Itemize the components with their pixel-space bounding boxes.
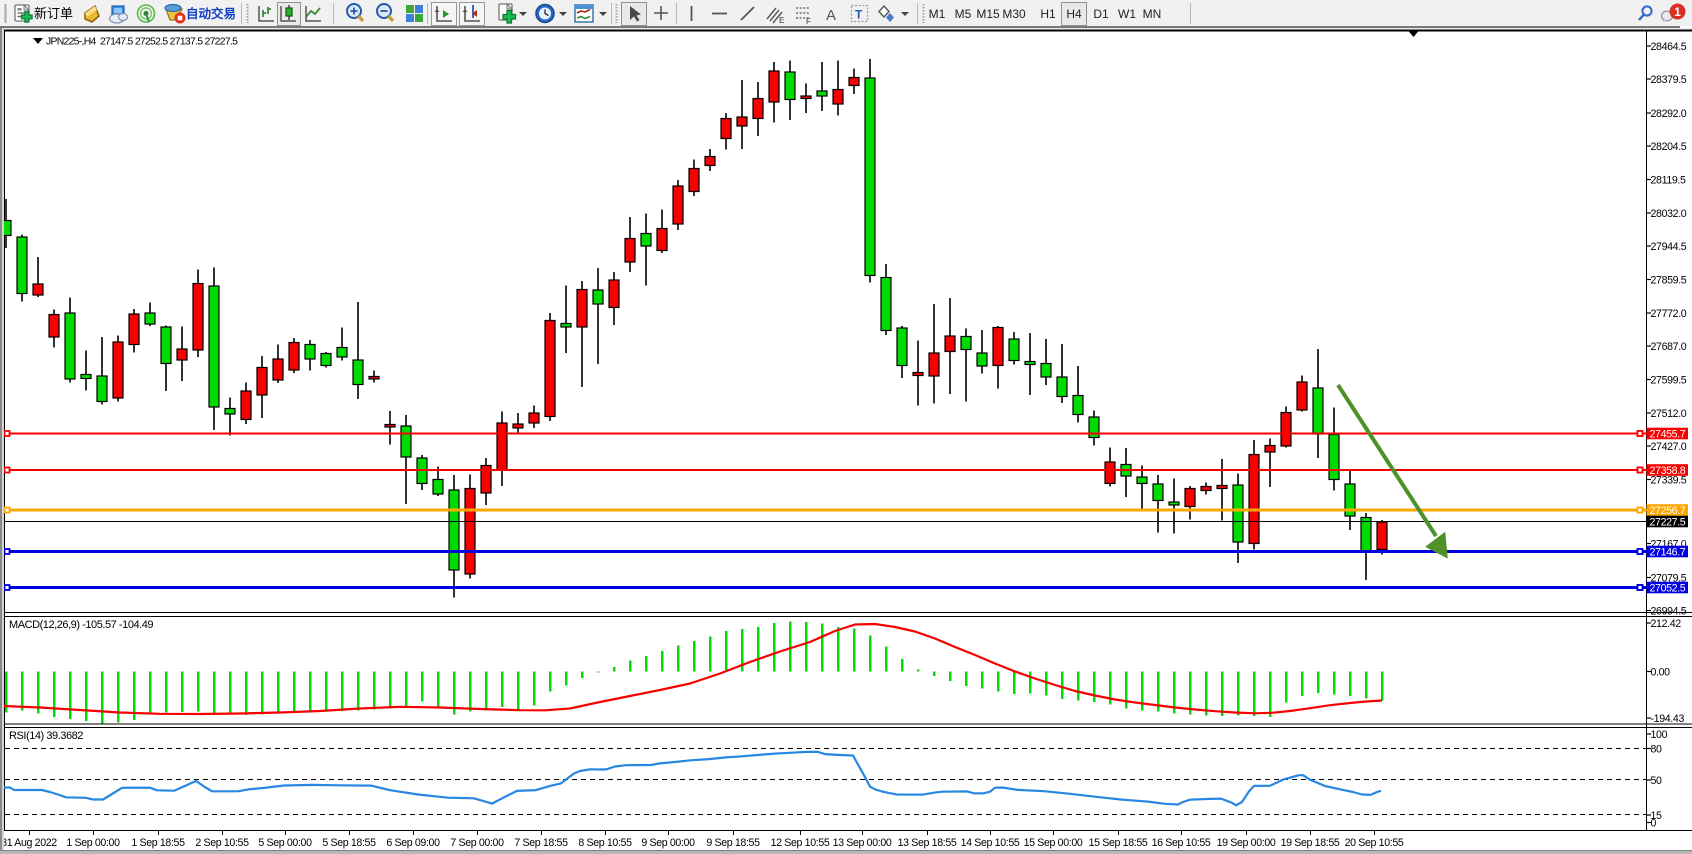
svg-text:A: A bbox=[826, 7, 836, 24]
svg-text:JPN225-,H4 27147.5 27252.5 27: JPN225-,H4 27147.5 27252.5 27137.5 27227… bbox=[46, 37, 238, 48]
svg-text:F: F bbox=[806, 17, 811, 26]
svg-text:28379.5: 28379.5 bbox=[1651, 74, 1687, 86]
svg-text:MN: MN bbox=[1143, 7, 1162, 21]
svg-text:7 Sep 00:00: 7 Sep 00:00 bbox=[450, 837, 504, 849]
svg-text:15 Sep 18:55: 15 Sep 18:55 bbox=[1089, 837, 1148, 849]
svg-text:27339.5: 27339.5 bbox=[1651, 475, 1687, 487]
svg-text:5 Sep 18:55: 5 Sep 18:55 bbox=[322, 837, 376, 849]
svg-text:-194.43: -194.43 bbox=[1651, 713, 1685, 725]
svg-text:13 Sep 18:55: 13 Sep 18:55 bbox=[898, 837, 957, 849]
svg-text:14 Sep 10:55: 14 Sep 10:55 bbox=[961, 837, 1020, 849]
svg-text:H4: H4 bbox=[1066, 7, 1082, 21]
svg-text:20 Sep 10:55: 20 Sep 10:55 bbox=[1345, 837, 1404, 849]
svg-text:31 Aug 2022: 31 Aug 2022 bbox=[1, 837, 57, 849]
svg-text:28119.5: 28119.5 bbox=[1651, 175, 1687, 187]
svg-text:2 Sep 10:55: 2 Sep 10:55 bbox=[195, 837, 249, 849]
svg-text:27358.8: 27358.8 bbox=[1650, 465, 1686, 477]
svg-text:T: T bbox=[855, 8, 863, 22]
svg-text:H1: H1 bbox=[1040, 7, 1056, 21]
svg-text:50: 50 bbox=[1651, 775, 1663, 787]
svg-text:9 Sep 18:55: 9 Sep 18:55 bbox=[706, 837, 760, 849]
svg-text:8 Sep 10:55: 8 Sep 10:55 bbox=[578, 837, 632, 849]
svg-text:1: 1 bbox=[1674, 5, 1681, 19]
svg-text:27512.0: 27512.0 bbox=[1651, 408, 1687, 420]
svg-text:5 Sep 00:00: 5 Sep 00:00 bbox=[258, 837, 312, 849]
svg-text:27146.7: 27146.7 bbox=[1650, 546, 1686, 558]
svg-text:新订单: 新订单 bbox=[34, 6, 73, 21]
svg-text:1 Sep 00:00: 1 Sep 00:00 bbox=[66, 837, 120, 849]
svg-text:28292.0: 28292.0 bbox=[1651, 108, 1687, 120]
svg-text:0.00: 0.00 bbox=[1651, 667, 1671, 679]
svg-text:27227.5: 27227.5 bbox=[1650, 516, 1686, 528]
svg-text:6 Sep 09:00: 6 Sep 09:00 bbox=[386, 837, 440, 849]
svg-text:28464.5: 28464.5 bbox=[1651, 41, 1687, 53]
svg-text:7 Sep 18:55: 7 Sep 18:55 bbox=[514, 837, 568, 849]
svg-text:27772.0: 27772.0 bbox=[1651, 308, 1687, 320]
svg-text:27052.5: 27052.5 bbox=[1650, 582, 1686, 594]
svg-text:212.42: 212.42 bbox=[1651, 618, 1682, 630]
svg-text:27256.7: 27256.7 bbox=[1650, 505, 1686, 517]
svg-text:19 Sep 00:00: 19 Sep 00:00 bbox=[1217, 837, 1276, 849]
svg-text:M5: M5 bbox=[955, 7, 972, 21]
svg-text:27687.0: 27687.0 bbox=[1651, 341, 1687, 353]
svg-text:M15: M15 bbox=[976, 7, 1000, 21]
svg-text:80: 80 bbox=[1651, 744, 1663, 756]
svg-text:27455.7: 27455.7 bbox=[1650, 428, 1686, 440]
svg-text:9 Sep 00:00: 9 Sep 00:00 bbox=[641, 837, 695, 849]
svg-text:W1: W1 bbox=[1118, 7, 1136, 21]
svg-text:M30: M30 bbox=[1002, 7, 1026, 21]
svg-text:13 Sep 00:00: 13 Sep 00:00 bbox=[833, 837, 892, 849]
svg-text:0: 0 bbox=[1651, 818, 1657, 830]
svg-text:12 Sep 10:55: 12 Sep 10:55 bbox=[771, 837, 830, 849]
svg-text:27079.5: 27079.5 bbox=[1651, 573, 1687, 585]
svg-text:E: E bbox=[779, 16, 784, 25]
svg-text:100: 100 bbox=[1651, 729, 1668, 741]
svg-text:26994.5: 26994.5 bbox=[1651, 606, 1687, 618]
svg-text:D1: D1 bbox=[1093, 7, 1109, 21]
svg-text:M1: M1 bbox=[929, 7, 946, 21]
svg-text:27944.5: 27944.5 bbox=[1651, 241, 1687, 253]
svg-text:15: 15 bbox=[1651, 810, 1663, 822]
svg-text:1 Sep 18:55: 1 Sep 18:55 bbox=[131, 837, 185, 849]
svg-text:15 Sep 00:00: 15 Sep 00:00 bbox=[1024, 837, 1083, 849]
svg-text:16 Sep 10:55: 16 Sep 10:55 bbox=[1152, 837, 1211, 849]
svg-text:27427.0: 27427.0 bbox=[1651, 441, 1687, 453]
svg-text:RSI(14) 39.3682: RSI(14) 39.3682 bbox=[9, 730, 83, 742]
svg-text:27859.5: 27859.5 bbox=[1651, 275, 1687, 287]
svg-text:28032.0: 28032.0 bbox=[1651, 208, 1687, 220]
svg-text:19 Sep 18:55: 19 Sep 18:55 bbox=[1281, 837, 1340, 849]
svg-text:27599.5: 27599.5 bbox=[1651, 375, 1687, 387]
svg-text:自动交易: 自动交易 bbox=[186, 6, 236, 21]
svg-text:28204.5: 28204.5 bbox=[1651, 141, 1687, 153]
svg-text:MACD(12,26,9) -105.57 -104.49: MACD(12,26,9) -105.57 -104.49 bbox=[9, 619, 153, 631]
